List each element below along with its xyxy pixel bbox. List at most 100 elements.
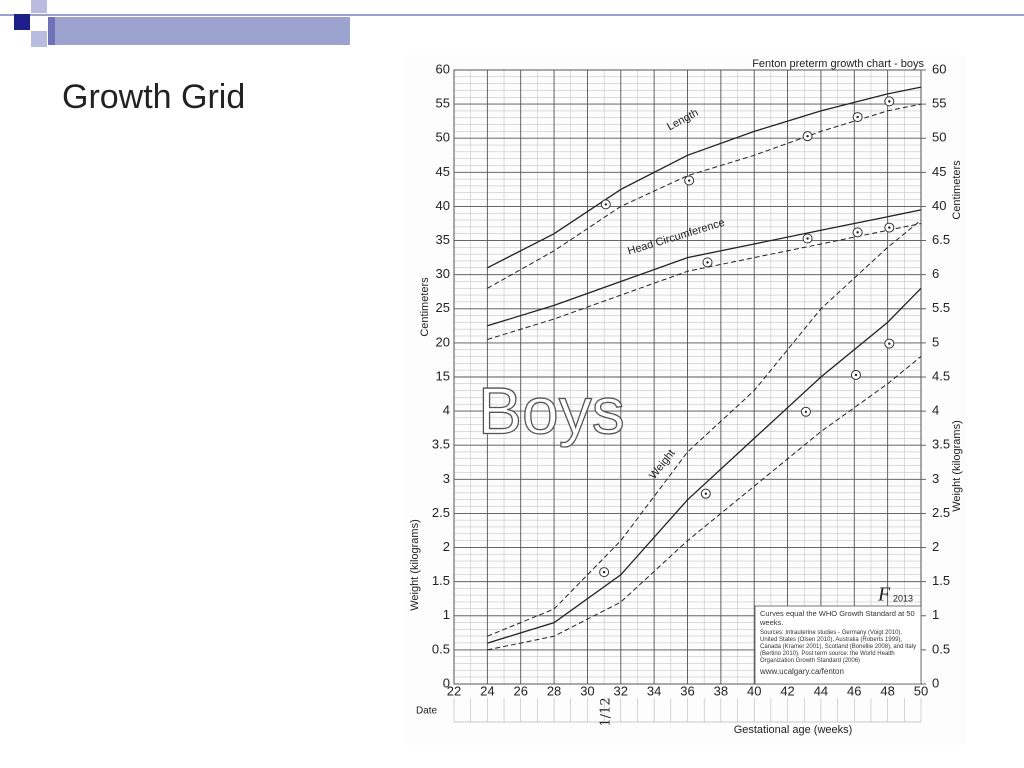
y2-tick-label: 5 [932,334,939,349]
y2-tick-label: 2 [932,539,939,554]
data-point [700,488,711,499]
data-point [852,227,863,238]
data-point [884,338,895,349]
x-tick-label: 32 [614,683,628,698]
curve [487,219,922,637]
data-point [800,406,811,417]
point-dot [704,492,708,495]
y2-tick-label: 2.5 [932,505,950,520]
date-entry: 1/12 [599,697,614,726]
data-point [599,567,610,578]
y-tick-label: 40 [436,198,450,213]
y2-tick-label: 60 [932,61,946,76]
y-tick-label: 3.5 [432,437,450,452]
slide-decoration [0,0,1024,47]
point-dot [706,261,709,264]
point-dot [854,373,858,377]
y-tick-label: 1 [443,607,450,622]
y-axis-label: Centimeters [419,277,431,337]
curve [487,103,922,289]
y2-tick-label: 50 [932,130,946,145]
y-tick-label: 2.5 [432,505,450,520]
curve [487,223,922,340]
y2-tick-label: 6.5 [932,232,950,247]
data-point [850,369,861,380]
curve [487,356,922,651]
title-background [730,57,930,69]
y2-tick-label: 45 [932,164,946,179]
point-dot [888,100,891,103]
y-tick-label: 2 [443,539,450,554]
data-point [802,131,813,142]
point-dot [687,179,691,182]
plot [487,86,922,651]
point-dot [856,231,859,234]
data-point [600,199,611,210]
y2-tick-label: 4.5 [932,368,950,383]
x-tick-label: 28 [547,683,561,698]
y2-axis-label: Weight (kilograms) [951,420,963,512]
y2-tick-label: 40 [932,198,946,213]
y-tick-label: 30 [436,266,450,281]
x-tick-label: 50 [914,683,928,698]
point-dot [604,203,607,206]
grid: 22 24 26 28 30 32 34 36 38 40 42 44 46 48 501520253035… [432,61,950,723]
slide-title: Growth Grid [62,78,245,116]
point-dot [806,134,809,138]
point-dot [806,237,809,240]
x-tick-label: 42 [780,683,794,698]
y-tick-label: 3 [443,471,450,486]
y2-tick-label: 3.5 [932,437,950,452]
y-tick-label: 35 [436,232,450,247]
x-tick-label: 24 [480,683,494,698]
curve [487,287,922,644]
point-dot [602,570,606,574]
y-tick-label: 55 [436,96,450,111]
point-dot [804,410,808,413]
point-dot [888,342,891,345]
y-tick-label: 20 [436,334,450,349]
y-tick-label: 4 [443,403,450,418]
curve [487,209,922,327]
y-tick-label: 50 [436,130,450,145]
y2-tick-label: 1 [932,607,939,622]
data-point [884,96,895,107]
y2-tick-label: 55 [932,96,946,111]
y2-tick-label: 4 [932,403,939,418]
point-dot [888,226,891,229]
x-tick-label: 44 [814,683,828,698]
info-box: Curves equal the WHO Growth Standard at … [754,605,922,685]
x-tick-label: 36 [680,683,694,698]
y-tick-label: 15 [436,368,450,383]
logo-year: 2013 [893,593,913,603]
x-tick-label: 34 [647,683,661,698]
y-tick-label: 0.5 [432,641,450,656]
y2-tick-label: 0 [932,675,939,690]
y-axis-label: Weight (kilograms) [409,519,421,611]
info-note: Curves equal the WHO Growth Standard at … [760,609,915,627]
y2-axis-label: Centimeters [951,160,963,220]
y2-tick-label: 5.5 [932,300,950,315]
chart-title: Fenton preterm growth chart - boys [752,58,924,70]
x-tick-label: 26 [513,683,527,698]
info-text: Curves equal the WHO Growth Standard at … [760,609,917,676]
date-label: Date [416,706,438,717]
y-tick-label: 45 [436,164,450,179]
data-point [884,222,895,233]
y-tick-label: 25 [436,300,450,315]
x-tick-label: 40 [747,683,761,698]
logo: F [877,584,891,606]
info-sources: Sources: Intrauterine studies - Germany … [760,630,917,664]
info-url: www.ucalgary.ca/fenton [760,667,844,676]
y-tick-label: 1.5 [432,573,450,588]
x-tick-label: 30 [580,683,594,698]
y2-tick-label: 1.5 [932,573,950,588]
y-tick-label: 60 [436,61,450,76]
x-axis-label: Gestational age (weeks) [734,724,853,736]
data-point [702,257,713,268]
y2-tick-label: 3 [932,471,939,486]
x-tick-label: 48 [880,683,894,698]
x-tick-label: 22 [447,683,461,698]
x-tick-label: 46 [847,683,861,698]
x-tick-label: 38 [714,683,728,698]
